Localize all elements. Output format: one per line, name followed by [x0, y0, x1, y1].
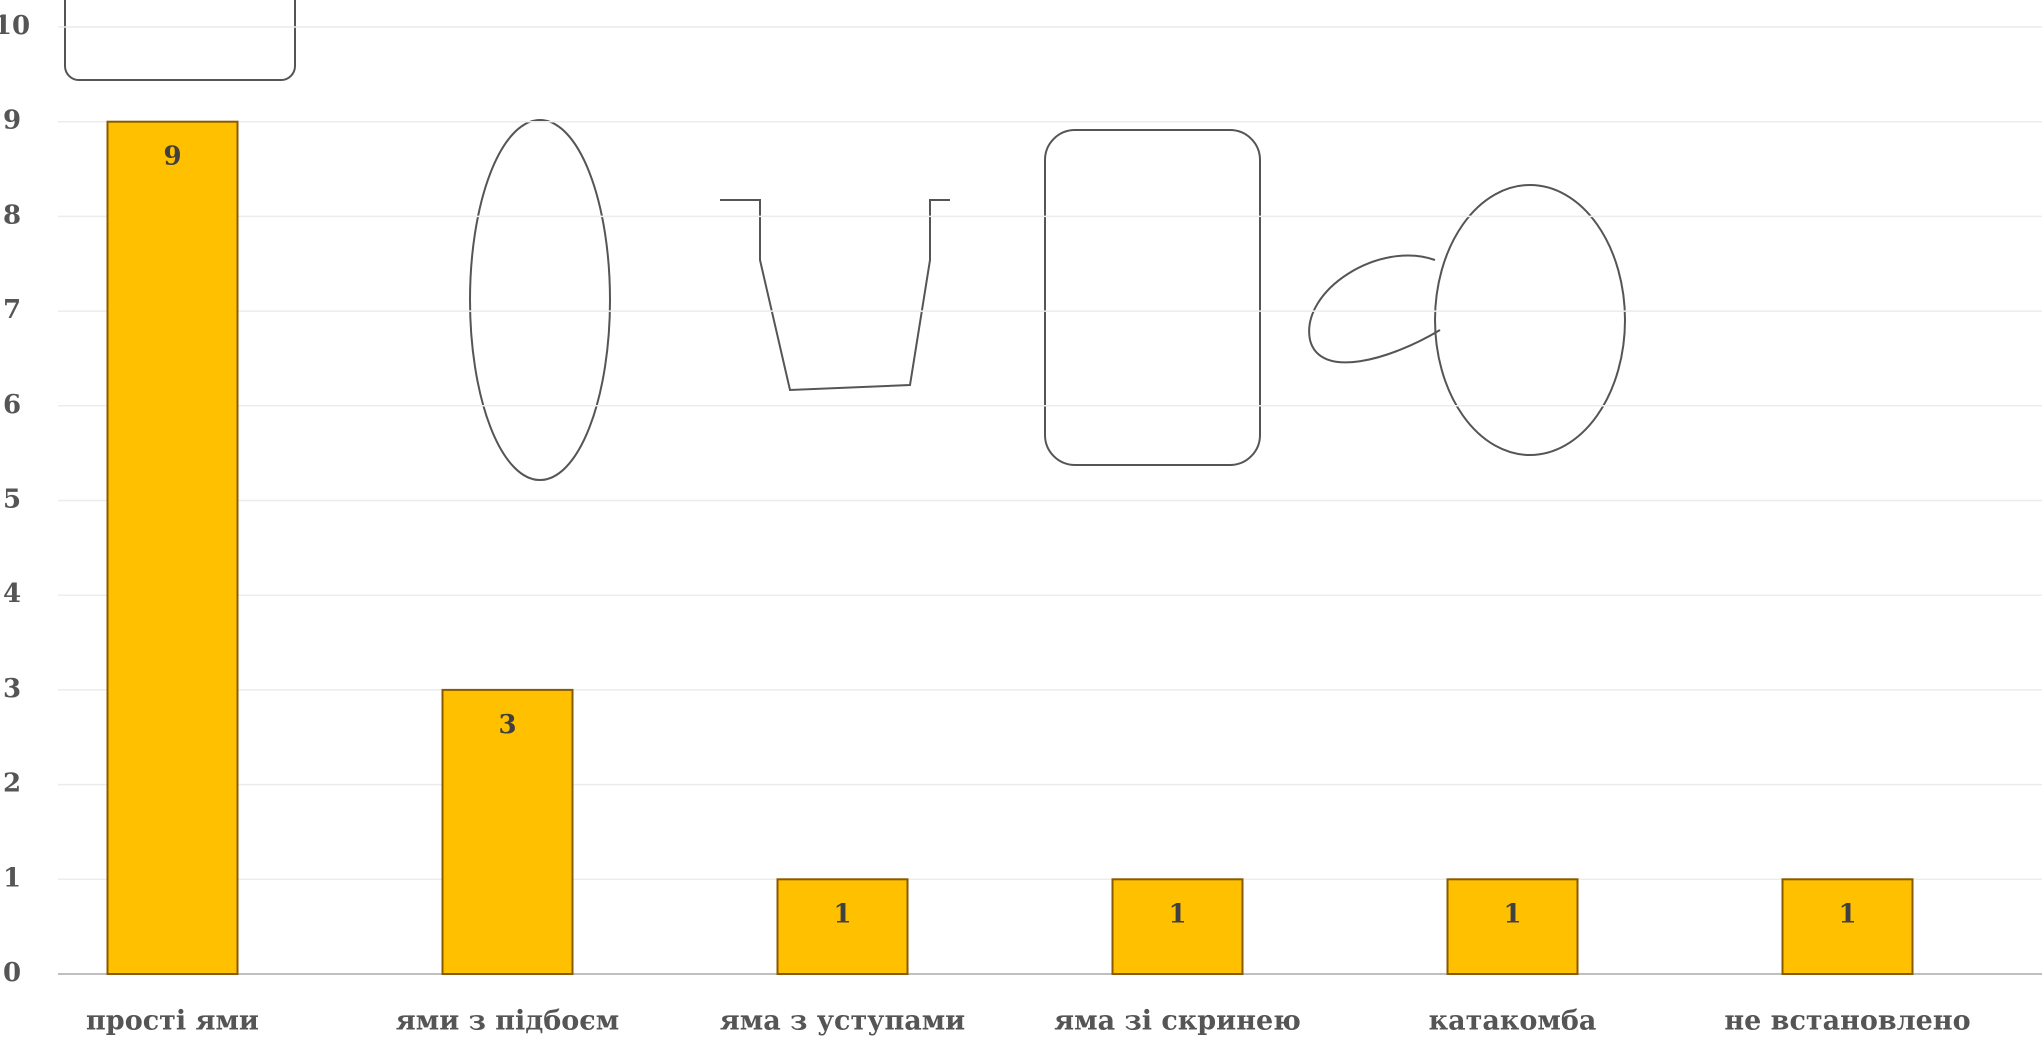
x-tick-label: ями з підбоєм: [396, 1006, 619, 1037]
y-tick-label: 10: [0, 11, 30, 41]
y-tick-label: 6: [3, 390, 21, 420]
illustrations: [64, 0, 1626, 481]
data-label: 1: [1168, 899, 1186, 929]
y-tick-label: 3: [3, 674, 21, 704]
x-tick-label: яма зі скринею: [1054, 1006, 1301, 1037]
data-label: 3: [498, 710, 516, 740]
x-tick-label: прості ями: [86, 1006, 259, 1037]
y-tick-label: 0: [3, 958, 21, 988]
x-tick-label: катакомба: [1429, 1006, 1597, 1037]
illustration: [469, 119, 611, 481]
y-tick-label: 1: [3, 863, 21, 893]
illustration: [720, 199, 950, 392]
illustration: [1044, 129, 1261, 466]
y-tick-label: 4: [3, 579, 21, 609]
y-tick-label: 9: [3, 106, 21, 136]
bar: [106, 120, 239, 975]
illustration: [64, 0, 296, 81]
bar: [1781, 878, 1914, 975]
x-tick-label: не встановлено: [1724, 1006, 1970, 1037]
illustration: [1308, 254, 1441, 364]
illustration: [1434, 184, 1626, 456]
y-tick-label: 8: [3, 200, 21, 230]
data-label: 9: [163, 142, 181, 172]
x-tick-label: яма з уступами: [720, 1006, 965, 1037]
y-tick-label: 5: [3, 485, 21, 515]
data-label: 1: [833, 899, 851, 929]
bar: [1446, 878, 1579, 975]
bar: [441, 688, 574, 976]
bar: [776, 878, 909, 975]
data-label: 1: [1838, 899, 1856, 929]
y-tick-label: 2: [3, 769, 21, 799]
y-tick-label: 7: [3, 295, 21, 325]
bar: [1111, 878, 1244, 975]
data-label: 1: [1503, 899, 1521, 929]
